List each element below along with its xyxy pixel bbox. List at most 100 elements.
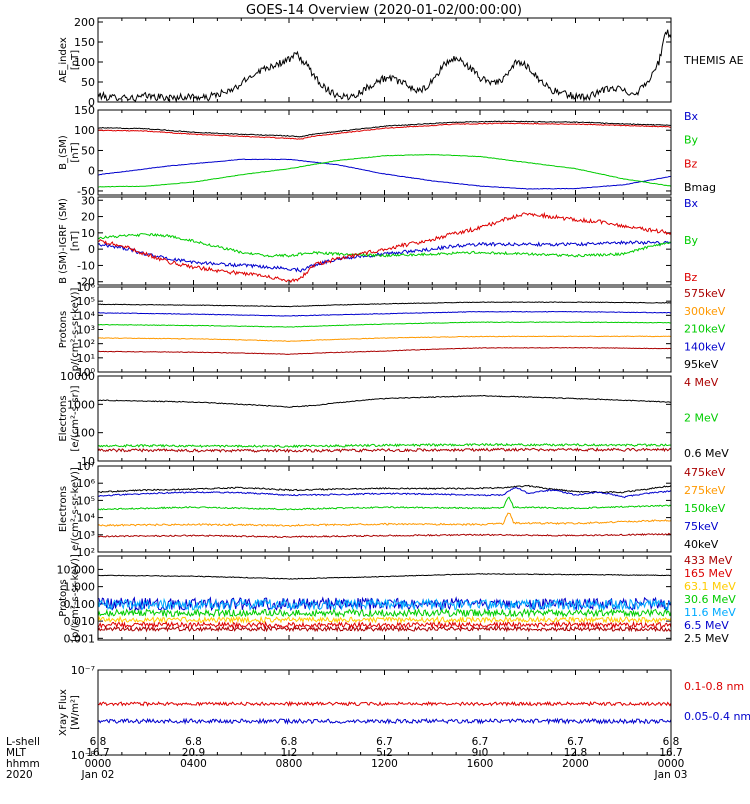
series-0-05-0-4-nm [98,719,671,723]
y-tick-label: 150 [74,36,95,49]
x-tick-label: 1600 [467,758,494,770]
series-30-6-mev [98,609,671,616]
series-themis-ae [98,30,671,102]
x-tick-label: 1200 [371,758,398,770]
y-tick-label: 30 [81,194,95,207]
legend-label: 4 MeV [684,376,719,389]
legend-label: 275keV [684,484,726,497]
y-tick-label: 20 [81,211,95,224]
legend-label: Bx [684,110,699,123]
y-tick-label: -10 [77,259,95,272]
series-4-mev [98,448,671,452]
y-tick-label: 0 [88,243,95,256]
y-axis-title: [nT] [70,231,81,251]
series-575kev [98,348,671,355]
legend-label: 0.05-0.4 nm [684,710,750,723]
series-0-1-0-8-nm [98,702,671,705]
legend-label: 11.6 MeV [684,606,736,619]
legend-label: 575keV [684,287,726,300]
legend-label: 95keV [684,358,719,371]
y-axis-title: Protons [58,311,69,348]
series-475kev [98,533,671,537]
y-tick-label: 10 [81,227,95,240]
legend-label: Bz [684,271,698,284]
legend-label: THEMIS AE [683,54,744,67]
legend-label: 75keV [684,520,719,533]
y-tick-label: 10000 [60,370,95,383]
y-axis-title: B_(SM) [58,135,69,170]
legend-label: 140keV [684,340,726,353]
legend-label: Bx [684,197,699,210]
series-bx [98,159,671,189]
legend-label: 40keV [684,538,719,551]
y-axis-title: [nT] [70,50,81,70]
series-2-mev [98,444,671,448]
panel-frame [98,287,671,372]
series-0-6-mev [98,396,671,408]
legend-label: 300keV [684,305,726,318]
series-150kev [98,497,671,510]
y-tick-label: 10⁻⁷ [71,664,95,677]
legend-label: 210keV [684,323,726,336]
legend-label: Bz [684,157,698,170]
y-axis-title: [p/(cm²-s-sr-keV)] [70,554,81,642]
legend-label: Bmag [684,181,716,194]
y-axis-title: Protons [58,579,69,616]
y-axis-title: Xray Flux [58,689,69,736]
legend-label: 63.1 MeV [684,580,736,593]
legend-label: 165 MeV [684,567,733,580]
x-row-label: 2020 [6,769,33,781]
series-95kev [98,302,671,307]
panel-protons_hepad: 0.0010.0100.1001.00010.000Protons[p/(cm²… [57,554,737,645]
legend-label: 475keV [684,466,726,479]
x-tick-label: 2000 [562,758,589,770]
legend-label: By [684,234,699,247]
legend-label: 2.5 MeV [684,632,729,645]
panel-frame [98,466,671,552]
legend-label: 0.1-0.8 nm [684,680,744,693]
y-tick-label: 0 [88,165,95,178]
legend-label: 2 MeV [684,412,719,425]
legend-label: 30.6 MeV [684,593,736,606]
chart-title: GOES-14 Overview (2020-01-02/00:00:00) [246,3,522,18]
y-axis-title: Electrons [58,486,69,532]
y-axis-title: [nT] [70,142,81,162]
series-300kev [98,336,671,341]
legend-label: By [684,134,699,147]
legend-label: 0.6 MeV [684,447,729,460]
y-tick-label: 200 [74,16,95,29]
x-tick-label: Jan 03 [654,769,688,781]
series-275kev [98,513,671,526]
y-axis-title: [e/(cm²-s-sr)] [70,385,81,451]
legend-label: 6.5 MeV [684,619,729,632]
panel-frame [98,197,671,285]
y-axis-title: Electrons [58,395,69,441]
x-tick-label: 0400 [180,758,207,770]
series-bz [98,213,671,282]
x-tick-label: 0800 [276,758,303,770]
legend-label: 150keV [684,502,726,515]
y-tick-label: 100 [74,124,95,137]
y-axis-title: B (SM)-IGRF (SM) [58,198,69,284]
y-axis-title: AE_index [58,37,69,83]
series-by [98,154,671,187]
y-axis-title: p/(cm²-s-sr-keV)] [70,288,81,372]
y-tick-label: 150 [74,104,95,117]
panel-frame [98,18,671,102]
series-bmag [98,121,671,137]
y-tick-label: 50 [81,144,95,157]
series-2-5-mev [98,574,671,580]
y-axis-title: [W/m²] [70,695,81,730]
y-axis-title: e/(cm²-s-sr-keV)] [70,467,81,551]
series-140kev [98,311,671,316]
